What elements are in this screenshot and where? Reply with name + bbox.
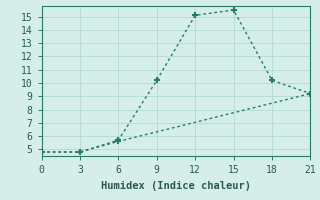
X-axis label: Humidex (Indice chaleur): Humidex (Indice chaleur) bbox=[101, 181, 251, 191]
